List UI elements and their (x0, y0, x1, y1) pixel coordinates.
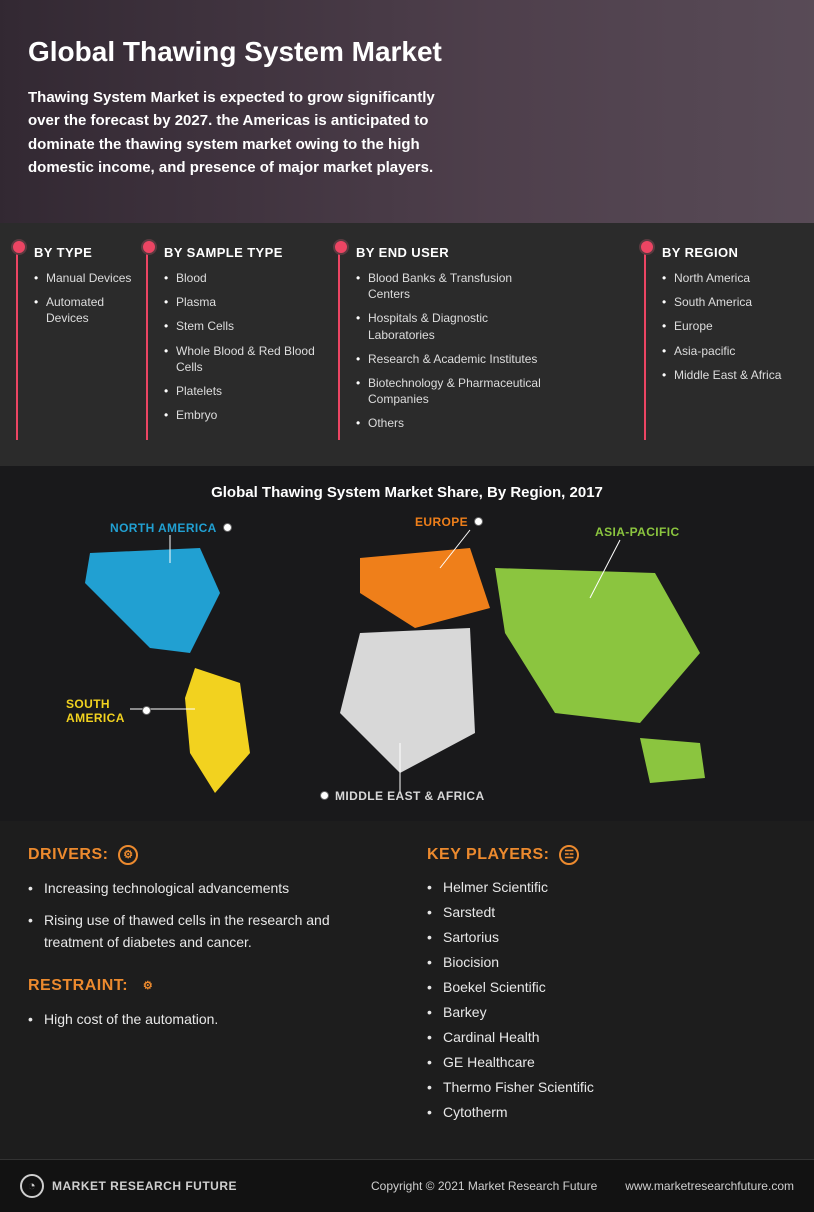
people-icon: ☲ (559, 845, 579, 865)
list-item: Blood Banks & Transfusion Centers (356, 270, 556, 302)
map-section: Global Thawing System Market Share, By R… (0, 466, 814, 821)
list-item: Helmer Scientific (427, 877, 786, 898)
map-title: Global Thawing System Market Share, By R… (0, 484, 814, 501)
list-item: North America (662, 270, 790, 286)
list-item: Boekel Scientific (427, 977, 786, 998)
list-item: Thermo Fisher Scientific (427, 1077, 786, 1098)
keyplayers-list: Helmer Scientific Sarstedt Sartorius Bio… (427, 877, 786, 1123)
segment-list: Blood Banks & Transfusion Centers Hospit… (356, 270, 556, 432)
map-dot-icon (223, 523, 232, 532)
gear-icon: ⚙ (118, 845, 138, 865)
hero-description: Thawing System Market is expected to gro… (28, 86, 448, 179)
list-item: Sartorius (427, 927, 786, 948)
list-item: Sarstedt (427, 902, 786, 923)
footer-url: www.marketresearchfuture.com (625, 1179, 794, 1193)
list-item: Biocision (427, 952, 786, 973)
segment-title: BY SAMPLE TYPE (164, 245, 324, 260)
drivers-heading: DRIVERS: ⚙ (28, 845, 387, 865)
map-dot-icon (320, 791, 329, 800)
left-column: DRIVERS: ⚙ Increasing technological adva… (28, 845, 387, 1127)
map-dot-icon (142, 706, 151, 715)
list-item: Stem Cells (164, 318, 324, 334)
keyplayers-heading: KEY PLAYERS: ☲ (427, 845, 786, 865)
list-item: Increasing technological advancements (28, 877, 387, 899)
brand-text: MARKET RESEARCH FUTURE (52, 1179, 237, 1193)
page-title: Global Thawing System Market (28, 36, 786, 68)
segment-by-region: BY REGION North America South America Eu… (644, 245, 804, 440)
list-item: Plasma (164, 294, 324, 310)
drivers-list: Increasing technological advancements Ri… (28, 877, 387, 954)
region-label-eu: EUROPE (415, 515, 483, 529)
list-item: Barkey (427, 1002, 786, 1023)
map-dot-icon (474, 517, 483, 526)
segment-list: Manual Devices Automated Devices (34, 270, 132, 327)
restraint-heading: RESTRAINT: ⚙ (28, 976, 387, 996)
region-label-na: NORTH AMERICA (110, 521, 232, 535)
region-label-sa: SOUTH AMERICA (66, 697, 151, 725)
segment-list: North America South America Europe Asia-… (662, 270, 790, 383)
brand: ◔ MARKET RESEARCH FUTURE (20, 1174, 237, 1198)
segment-title: BY END USER (356, 245, 556, 260)
world-map: NORTH AMERICA EUROPE ASIA-PACIFIC SOUTH … (0, 513, 814, 813)
segment-by-enduser: BY END USER Blood Banks & Transfusion Ce… (338, 245, 570, 440)
restraint-list: High cost of the automation. (28, 1008, 387, 1030)
list-item: South America (662, 294, 790, 310)
segment-list: Blood Plasma Stem Cells Whole Blood & Re… (164, 270, 324, 423)
segment-title: BY REGION (662, 245, 790, 260)
list-item: GE Healthcare (427, 1052, 786, 1073)
list-item: Asia-pacific (662, 343, 790, 359)
list-item: Research & Academic Institutes (356, 351, 556, 367)
list-item: Manual Devices (34, 270, 132, 286)
region-label-ap: ASIA-PACIFIC (595, 525, 680, 539)
hero-section: Global Thawing System Market Thawing Sys… (0, 0, 814, 223)
list-item: Automated Devices (34, 294, 132, 326)
list-item: Middle East & Africa (662, 367, 790, 383)
map-svg (0, 513, 814, 813)
segmentation-row: BY TYPE Manual Devices Automated Devices… (0, 223, 814, 466)
list-item: Platelets (164, 383, 324, 399)
list-item: Cardinal Health (427, 1027, 786, 1048)
segment-by-sample: BY SAMPLE TYPE Blood Plasma Stem Cells W… (146, 245, 338, 440)
segment-title: BY TYPE (34, 245, 132, 260)
list-item: Others (356, 415, 556, 431)
analysis-section: DRIVERS: ⚙ Increasing technological adva… (0, 821, 814, 1159)
gears-icon: ⚙ (138, 976, 158, 996)
right-column: KEY PLAYERS: ☲ Helmer Scientific Sarsted… (427, 845, 786, 1127)
list-item: Rising use of thawed cells in the resear… (28, 909, 387, 954)
region-label-me: MIDDLE EAST & AFRICA (320, 789, 485, 803)
list-item: High cost of the automation. (28, 1008, 387, 1030)
list-item: Whole Blood & Red Blood Cells (164, 343, 324, 375)
list-item: Europe (662, 318, 790, 334)
list-item: Cytotherm (427, 1102, 786, 1123)
segment-by-type: BY TYPE Manual Devices Automated Devices (16, 245, 146, 440)
list-item: Hospitals & Diagnostic Laboratories (356, 310, 556, 342)
logo-icon: ◔ (20, 1174, 44, 1198)
list-item: Embryo (164, 407, 324, 423)
list-item: Biotechnology & Pharmaceutical Companies (356, 375, 556, 407)
copyright-text: Copyright © 2021 Market Research Future (371, 1179, 597, 1193)
list-item: Blood (164, 270, 324, 286)
footer: ◔ MARKET RESEARCH FUTURE Copyright © 202… (0, 1159, 814, 1212)
